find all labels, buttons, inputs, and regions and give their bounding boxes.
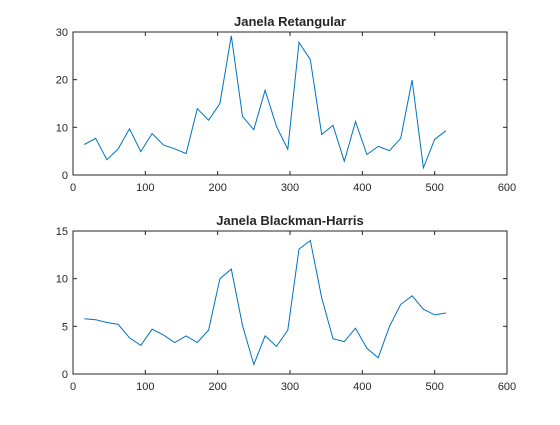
chart-title: Janela Retangular bbox=[234, 14, 346, 29]
axes-top: Janela Retangular 0 100 200 300 400 500 600 0 10 2… bbox=[56, 14, 516, 194]
y-tick-label: 10 bbox=[56, 122, 68, 134]
y-tick-label: 0 bbox=[62, 170, 68, 182]
y-tick-label: 15 bbox=[56, 226, 68, 238]
x-tick-label: 100 bbox=[136, 381, 154, 393]
x-tick-label: 500 bbox=[425, 381, 443, 393]
y-tick-label: 30 bbox=[56, 27, 68, 39]
chart-title: Janela Blackman-Harris bbox=[216, 213, 363, 228]
x-tick-label: 400 bbox=[353, 182, 371, 194]
y-tick-label: 5 bbox=[62, 321, 68, 333]
x-tick-label: 200 bbox=[208, 381, 226, 393]
x-tick-label: 500 bbox=[425, 182, 443, 194]
x-tick-label: 600 bbox=[498, 381, 516, 393]
series-line bbox=[84, 239, 447, 367]
x-tick-label: 200 bbox=[208, 182, 226, 194]
y-tick-label: 10 bbox=[56, 274, 68, 286]
series-line bbox=[84, 35, 447, 170]
x-tick-label: 100 bbox=[136, 182, 154, 194]
x-tick-label: 300 bbox=[281, 381, 299, 393]
y-tick-label: 0 bbox=[62, 369, 68, 381]
axes-box bbox=[72, 31, 508, 176]
x-tick-label: 300 bbox=[281, 182, 299, 194]
x-tick-label: 400 bbox=[353, 381, 371, 393]
x-tick-label: 0 bbox=[70, 381, 76, 393]
axes-box bbox=[72, 230, 508, 375]
x-tick-label: 600 bbox=[498, 182, 516, 194]
y-tick-label: 20 bbox=[56, 75, 68, 87]
x-tick-label: 0 bbox=[70, 182, 76, 194]
